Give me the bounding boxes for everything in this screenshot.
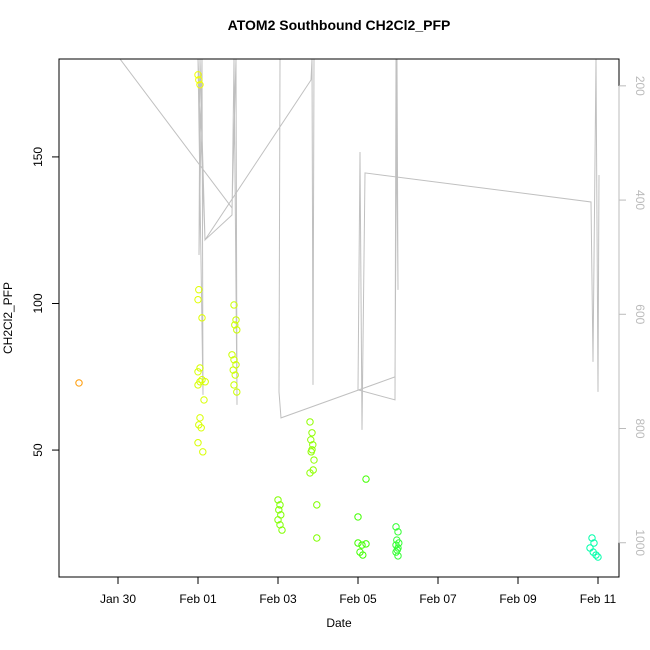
x-tick-label: Jan 30 — [100, 592, 136, 606]
plot-frame — [58, 58, 620, 578]
data-point — [196, 81, 204, 89]
data-point — [392, 523, 400, 531]
y2-tick-label: 600 — [633, 304, 647, 324]
data-point — [194, 381, 202, 389]
x-tick-label: Feb 01 — [179, 592, 217, 606]
y2-tick-label: 400 — [633, 190, 647, 210]
data-point — [229, 366, 237, 374]
data-point — [200, 396, 208, 404]
data-point — [592, 551, 600, 559]
data-point — [394, 552, 402, 560]
data-point — [274, 516, 282, 524]
data-point — [307, 448, 315, 456]
y-tick-label: 150 — [31, 147, 45, 167]
data-point — [307, 436, 315, 444]
data-point — [197, 424, 205, 432]
y-axis-label: CH2Cl2_PFP — [1, 282, 15, 354]
data-point — [354, 513, 362, 521]
altitude-line — [119, 59, 600, 430]
data-point — [201, 378, 209, 386]
x-tick-label: Feb 11 — [580, 592, 617, 606]
chart-title: ATOM2 Southbound CH2Cl2_PFP — [228, 17, 451, 33]
data-point — [309, 441, 317, 449]
data-point — [354, 539, 362, 547]
data-point — [394, 528, 402, 536]
data-point — [198, 314, 206, 322]
data-point — [392, 548, 400, 556]
data-point — [306, 469, 314, 477]
x-axis-label: Date — [326, 616, 352, 630]
data-point — [313, 534, 321, 542]
data-point — [233, 326, 241, 334]
data-point — [233, 388, 241, 396]
data-point — [362, 475, 370, 483]
data-point — [194, 71, 202, 79]
y-tick-label: 50 — [31, 443, 45, 457]
data-point — [594, 553, 602, 561]
data-point — [231, 371, 239, 379]
y2-tick-label: 200 — [633, 76, 647, 96]
data-point — [199, 448, 207, 456]
data-point — [362, 540, 370, 548]
x-tick-label: Feb 09 — [499, 592, 537, 606]
plot-area — [75, 59, 602, 561]
data-point — [196, 414, 204, 422]
data-point — [276, 501, 284, 509]
data-point — [231, 321, 239, 329]
data-point — [195, 76, 203, 84]
data-point — [232, 316, 240, 324]
data-point — [275, 506, 283, 514]
data-point — [358, 541, 366, 549]
data-point — [274, 496, 282, 504]
data-point — [228, 351, 236, 359]
x-tick-label: Feb 05 — [339, 592, 377, 606]
data-point — [313, 501, 321, 509]
data-point — [230, 301, 238, 309]
y-tick-label: 100 — [31, 293, 45, 313]
data-point — [310, 456, 318, 464]
data-point — [194, 368, 202, 376]
data-point — [586, 544, 594, 552]
data-point — [590, 539, 598, 547]
x-tick-label: Feb 03 — [259, 592, 297, 606]
data-point — [194, 295, 202, 304]
data-point — [75, 379, 83, 387]
data-point — [359, 551, 367, 559]
x-tick-label: Feb 07 — [419, 592, 457, 606]
data-point — [230, 381, 238, 389]
y2-tick-label: 800 — [633, 418, 647, 438]
data-point — [308, 429, 316, 437]
data-point — [195, 286, 203, 294]
y2-tick-label: 1000 — [633, 529, 647, 556]
data-point — [194, 439, 202, 447]
data-point — [306, 418, 314, 426]
data-point — [230, 356, 238, 364]
data-point — [196, 364, 204, 372]
data-point — [588, 534, 596, 542]
data-point — [278, 526, 286, 534]
